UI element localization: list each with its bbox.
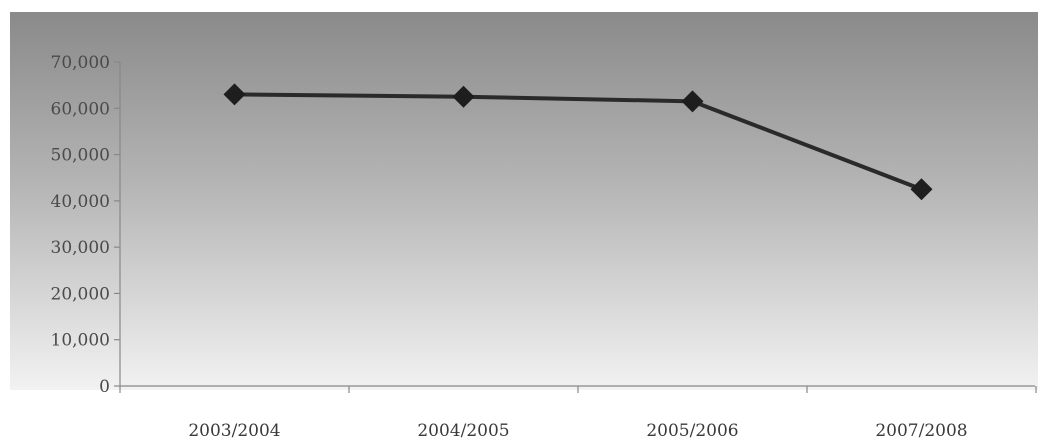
chart-area-background (10, 12, 1038, 390)
x-tick-label: 2005/2006 (646, 421, 738, 441)
data-point-marker (681, 90, 704, 113)
x-tick-label: 2003/2004 (188, 421, 280, 441)
series-line (223, 83, 933, 201)
y-tick-label: 50,000 (51, 146, 110, 166)
series-line-path (234, 92, 923, 192)
data-point-marker (910, 178, 933, 201)
x-tick-label: 2007/2008 (875, 421, 967, 441)
x-tick-label: 2004/2005 (417, 421, 509, 441)
y-tick-label: 70,000 (51, 53, 110, 73)
x-axis: 2003/2004 2004/2005 2005/2006 2007/2008 (119, 385, 1037, 441)
y-tick-label: 10,000 (51, 331, 110, 351)
y-tick-label: 60,000 (51, 99, 110, 119)
y-tick-label: 40,000 (51, 192, 110, 212)
data-point-marker (452, 85, 475, 108)
y-tick-label: 30,000 (51, 238, 110, 258)
y-axis: 0 10,000 20,000 30,000 40,000 50,000 60,000 70,… (51, 53, 121, 397)
y-tick-label: 20,000 (51, 284, 110, 304)
y-tick-label: 0 (99, 377, 110, 397)
data-point-marker (223, 83, 246, 106)
